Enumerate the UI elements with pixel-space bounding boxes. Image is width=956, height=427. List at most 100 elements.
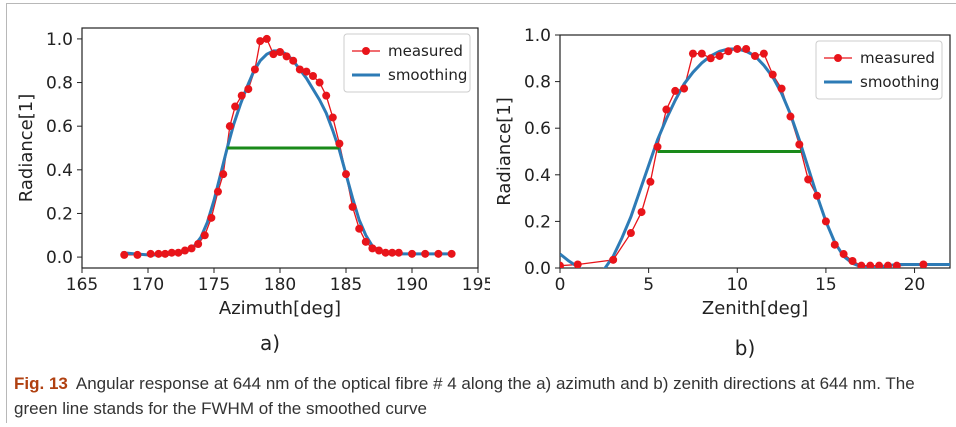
figure-caption: Fig. 13 Angular response at 644 nm of the…: [14, 371, 944, 421]
measured-point: [381, 248, 390, 257]
y-tick-label: 0.8: [46, 74, 73, 94]
measured-point: [180, 246, 189, 255]
x-tick-label: 190: [396, 275, 428, 295]
measured-point: [269, 50, 278, 59]
measured-point: [408, 249, 416, 258]
measured-point: [194, 240, 203, 248]
legend: measured smoothing: [815, 40, 943, 100]
y-tick-label: 1.0: [524, 26, 551, 46]
measured-point: [839, 250, 848, 259]
measured-point: [146, 249, 155, 258]
y-tick-label: 0.4: [46, 161, 73, 181]
legend-measured-marker: [362, 47, 370, 55]
measured-point: [154, 249, 163, 258]
measured-point: [653, 142, 662, 151]
measured-point: [213, 187, 222, 196]
measured-point: [231, 102, 240, 111]
x-tick-label: 5: [643, 275, 654, 295]
measured-point: [133, 250, 142, 259]
x-axis-label: Azimuth[deg]: [219, 298, 341, 319]
measured-point: [637, 208, 646, 217]
measured-point: [394, 248, 403, 257]
measured-point: [295, 65, 304, 74]
measured-point: [777, 84, 786, 93]
measured-point: [751, 51, 759, 60]
y-axis-label: Radiance[1]: [16, 94, 37, 202]
legend-measured-label: measured: [388, 42, 463, 60]
caption-text: Angular response at 644 nm of the optica…: [14, 374, 915, 418]
measured-point: [883, 261, 892, 268]
measured-point: [225, 122, 234, 131]
measured-point: [697, 49, 706, 58]
x-tick-label: 165: [66, 275, 98, 295]
measured-point: [237, 91, 246, 100]
x-tick-label: 10: [726, 275, 748, 295]
measured-point: [289, 56, 298, 65]
y-tick-label: 0.6: [46, 117, 73, 137]
measured-point: [375, 246, 383, 255]
y-axis-ticks: 0.0 0.2 0.4 0.6 0.8 1.0: [46, 30, 82, 268]
legend-box: [343, 33, 471, 93]
chart-zenith: 0 5 10 15 20 0.0 0.2 0.4 0.6 0.8 1.0 Zenith[deg] Rad…: [494, 26, 951, 360]
y-axis-label: Radiance[1]: [494, 97, 515, 205]
x-tick-label: 20: [904, 275, 926, 295]
measured-point: [120, 250, 129, 259]
measured-point: [626, 229, 635, 238]
plot-frame: [559, 34, 951, 269]
y-axis-ticks: 0.0 0.2 0.4 0.6 0.8 1.0: [524, 26, 560, 279]
legend-measured-label: measured: [860, 49, 935, 67]
legend-measured-marker: [834, 54, 842, 62]
x-axis-ticks: 165 170 175 180 185 190 195: [66, 268, 490, 295]
measured-point: [434, 249, 443, 258]
measured-point: [875, 261, 884, 268]
measured-point: [724, 47, 733, 56]
measured-point: [250, 65, 259, 74]
measured-point: [857, 261, 866, 268]
measured-point: [892, 261, 901, 268]
measured-point: [662, 105, 671, 114]
legend-smoothing-label: smoothing: [388, 66, 467, 84]
y-tick-label: 0.4: [524, 166, 551, 186]
y-tick-label: 0.8: [524, 73, 551, 93]
y-tick-label: 0.0: [46, 248, 73, 268]
legend-box: [815, 40, 943, 100]
measured-point: [759, 49, 768, 58]
measured-point: [256, 37, 265, 46]
measured-point: [167, 248, 176, 257]
measured-point: [706, 54, 715, 63]
measured-point: [219, 170, 228, 179]
measured-point: [302, 67, 311, 76]
legend-smoothing-label: smoothing: [860, 73, 939, 91]
measured-point: [804, 175, 813, 184]
x-tick-label: 15: [815, 275, 837, 295]
measured-point: [848, 257, 857, 266]
measured-point: [361, 237, 370, 246]
measured-point: [646, 177, 655, 186]
measured-point: [866, 261, 875, 268]
x-tick-label: 170: [132, 275, 164, 295]
x-tick-label: 185: [330, 275, 362, 295]
measured-point: [328, 113, 337, 122]
measured-point: [161, 249, 170, 258]
x-tick-label: 180: [264, 275, 296, 295]
measured-point: [174, 248, 183, 257]
measured-point: [919, 260, 928, 268]
panel-label: a): [260, 331, 280, 355]
y-tick-label: 0.6: [524, 119, 551, 139]
measured-point: [733, 44, 742, 53]
measured-point: [830, 240, 839, 249]
x-axis-label: Zenith[deg]: [702, 298, 808, 319]
measured-point: [609, 255, 618, 264]
x-tick-label: 175: [198, 275, 230, 295]
y-tick-label: 0.0: [524, 259, 551, 279]
measured-point: [276, 48, 284, 56]
measured-point: [786, 112, 795, 121]
measured-point: [187, 244, 196, 253]
y-tick-label: 0.2: [46, 204, 73, 224]
y-tick-label: 1.0: [46, 30, 73, 50]
measured-point: [282, 52, 291, 61]
measured-point: [322, 91, 331, 100]
plot-area: [560, 44, 950, 268]
measured-point: [560, 261, 564, 268]
measured-point: [768, 70, 777, 79]
